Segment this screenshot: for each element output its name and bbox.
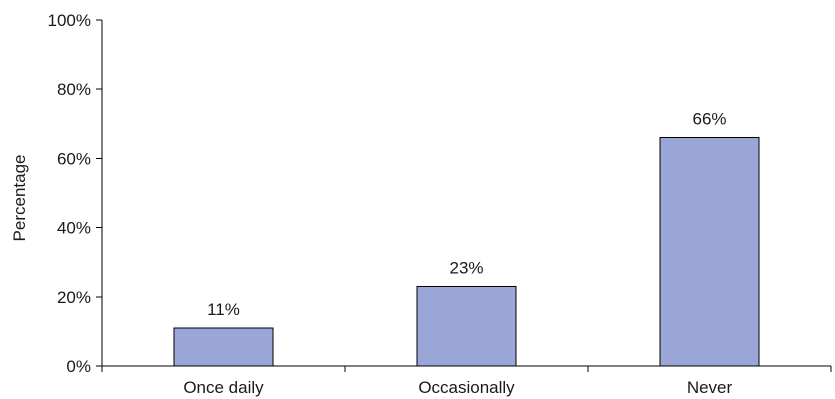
y-axis-ticks: 0% 20% 40% 60% 80% 100% (48, 11, 102, 376)
y-tick-label: 60% (57, 149, 91, 168)
x-tick-label: Never (687, 378, 733, 397)
y-tick-label: 40% (57, 219, 91, 238)
data-label: 23% (449, 258, 483, 277)
bar-never (659, 137, 760, 367)
x-axis-ticks: Once daily Occasionally Never (101, 366, 832, 397)
y-tick-label: 100% (48, 11, 91, 30)
y-tick-label: 80% (57, 80, 91, 99)
x-tick-label: Occasionally (418, 378, 515, 397)
data-label: 11% (207, 300, 240, 319)
bars: 11% 23% 66% (173, 110, 760, 367)
x-tick-label: Once daily (183, 378, 264, 397)
y-tick-label: 0% (66, 357, 91, 376)
y-axis-label: Percentage (10, 155, 29, 242)
data-label: 66% (692, 110, 726, 129)
bar-once-daily (173, 327, 274, 367)
y-tick-label: 20% (57, 288, 91, 307)
bar-occasionally (416, 285, 517, 367)
